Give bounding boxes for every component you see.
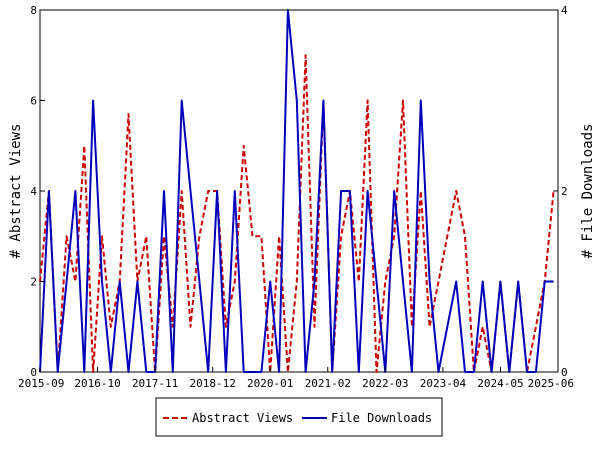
series-line-file-downloads [39,9,554,373]
x-tick-label: 2016-10 [74,377,120,390]
y-tick-label-right: 0 [561,366,568,379]
y-tick-label-left: 8 [30,4,37,17]
y-tick-label-left: 4 [30,185,37,198]
y-tick-label-left: 0 [30,366,37,379]
legend: Abstract Views File Downloads [155,397,443,437]
series-layer [39,9,555,373]
x-tick-label: 2018-12 [189,377,235,390]
series-line-abstract-views [39,54,555,373]
y-axis-title-right: # File Downloads [580,124,596,259]
legend-box [155,397,443,437]
legend-label-abstract-views: Abstract Views [192,411,293,425]
x-tick-layer: 2015-09 2016-10 2017-11 2018-12 2020-01 2021-… [18,367,574,390]
x-tick-label: 2015-09 [18,377,64,390]
x-tick-label: 2020-01 [247,377,293,390]
x-tick-label: 2021-02 [305,377,351,390]
y-axis-title-left: # Abstract Views [8,124,24,259]
x-tick-label: 2025-06 [528,377,574,390]
axis-layer: 0 2 4 6 8 0 2 4 [30,4,568,379]
y-tick-label-right: 4 [561,4,568,17]
y-tick-label-left: 6 [30,95,37,108]
x-tick-label: 2017-11 [132,377,178,390]
y-tick-label-left: 2 [30,276,37,289]
legend-label-file-downloads: File Downloads [331,411,432,425]
x-tick-label: 2022-03 [362,377,408,390]
x-tick-label: 2024-05 [477,377,523,390]
y-tick-label-right: 2 [561,185,568,198]
x-tick-label: 2023-04 [420,377,467,390]
